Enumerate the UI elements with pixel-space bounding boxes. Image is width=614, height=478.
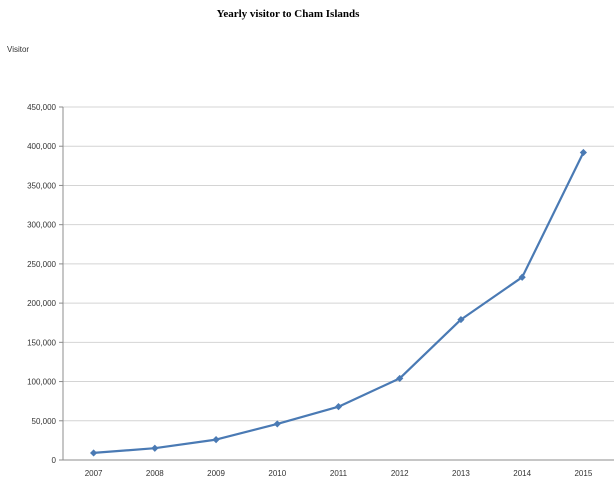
y-tick-label: 0 bbox=[52, 456, 57, 465]
data-point bbox=[151, 444, 159, 452]
x-tick-label: 2010 bbox=[268, 469, 286, 478]
data-point bbox=[273, 420, 281, 428]
y-tick-label: 200,000 bbox=[27, 299, 56, 308]
data-point bbox=[334, 403, 343, 411]
x-tick-label: 2015 bbox=[574, 469, 592, 478]
x-tick-label: 2009 bbox=[207, 469, 225, 478]
y-axis-ticks: 0 50,000 100,000 150,000 200,000 250,000 300,0… bbox=[27, 103, 63, 465]
gridlines bbox=[63, 106, 614, 422]
series-visitors bbox=[90, 148, 587, 457]
y-tick-label: 150,000 bbox=[27, 338, 56, 347]
x-tick-label: 2008 bbox=[146, 469, 164, 478]
y-tick-label: 450,000 bbox=[27, 103, 56, 112]
x-tick-label: 2007 bbox=[85, 469, 103, 478]
y-axis-label: Visitor bbox=[7, 45, 30, 54]
y-tick-label: 400,000 bbox=[27, 142, 56, 151]
x-tick-label: 2011 bbox=[330, 469, 348, 478]
x-tick-label: 2013 bbox=[452, 469, 470, 478]
x-tick-label: 2012 bbox=[391, 469, 409, 478]
data-point bbox=[518, 273, 526, 281]
data-point bbox=[90, 449, 98, 457]
y-tick-label: 50,000 bbox=[32, 417, 57, 426]
x-tick-label: 2014 bbox=[513, 469, 531, 478]
y-tick-label: 250,000 bbox=[27, 260, 56, 269]
y-tick-label: 100,000 bbox=[27, 378, 56, 387]
data-point bbox=[579, 148, 587, 157]
data-point bbox=[212, 436, 220, 444]
x-axis-ticks: 2007 2008 2009 2010 2011 2012 2013 2014 2015 bbox=[85, 469, 593, 478]
y-tick-label: 350,000 bbox=[27, 181, 56, 190]
y-tick-label: 300,000 bbox=[27, 221, 56, 230]
chart-title: Yearly visitor to Cham Islands bbox=[216, 8, 360, 20]
data-point bbox=[396, 374, 404, 383]
axes bbox=[62, 107, 614, 461]
data-point bbox=[457, 315, 465, 324]
